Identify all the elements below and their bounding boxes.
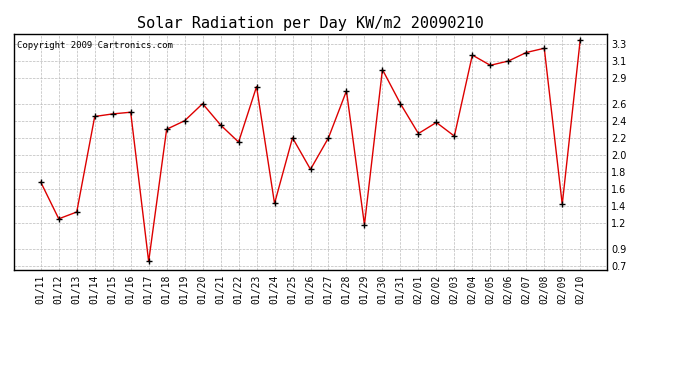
Text: Copyright 2009 Cartronics.com: Copyright 2009 Cartronics.com bbox=[17, 41, 172, 50]
Title: Solar Radiation per Day KW/m2 20090210: Solar Radiation per Day KW/m2 20090210 bbox=[137, 16, 484, 31]
